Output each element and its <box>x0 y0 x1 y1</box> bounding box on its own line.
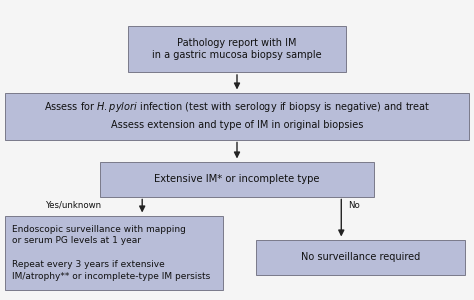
Text: Extensive IM* or incomplete type: Extensive IM* or incomplete type <box>154 174 320 184</box>
Text: Yes/unknown: Yes/unknown <box>46 201 102 210</box>
FancyBboxPatch shape <box>100 162 374 196</box>
Text: Endoscopic surveillance with mapping
or serum PG levels at 1 year

Repeat every : Endoscopic surveillance with mapping or … <box>12 225 210 281</box>
FancyBboxPatch shape <box>128 26 346 72</box>
FancyBboxPatch shape <box>256 240 465 274</box>
FancyBboxPatch shape <box>5 93 469 140</box>
Text: Assess extension and type of IM in original biopsies: Assess extension and type of IM in origi… <box>111 120 363 130</box>
Text: Assess for $\it{H. pylori}$ infection (test with serology if biopsy is negative): Assess for $\it{H. pylori}$ infection (t… <box>44 100 430 114</box>
Text: No surveillance required: No surveillance required <box>301 252 420 262</box>
FancyBboxPatch shape <box>5 216 223 290</box>
Text: No: No <box>348 201 360 210</box>
Text: Pathology report with IM
in a gastric mucosa biopsy sample: Pathology report with IM in a gastric mu… <box>152 38 322 59</box>
